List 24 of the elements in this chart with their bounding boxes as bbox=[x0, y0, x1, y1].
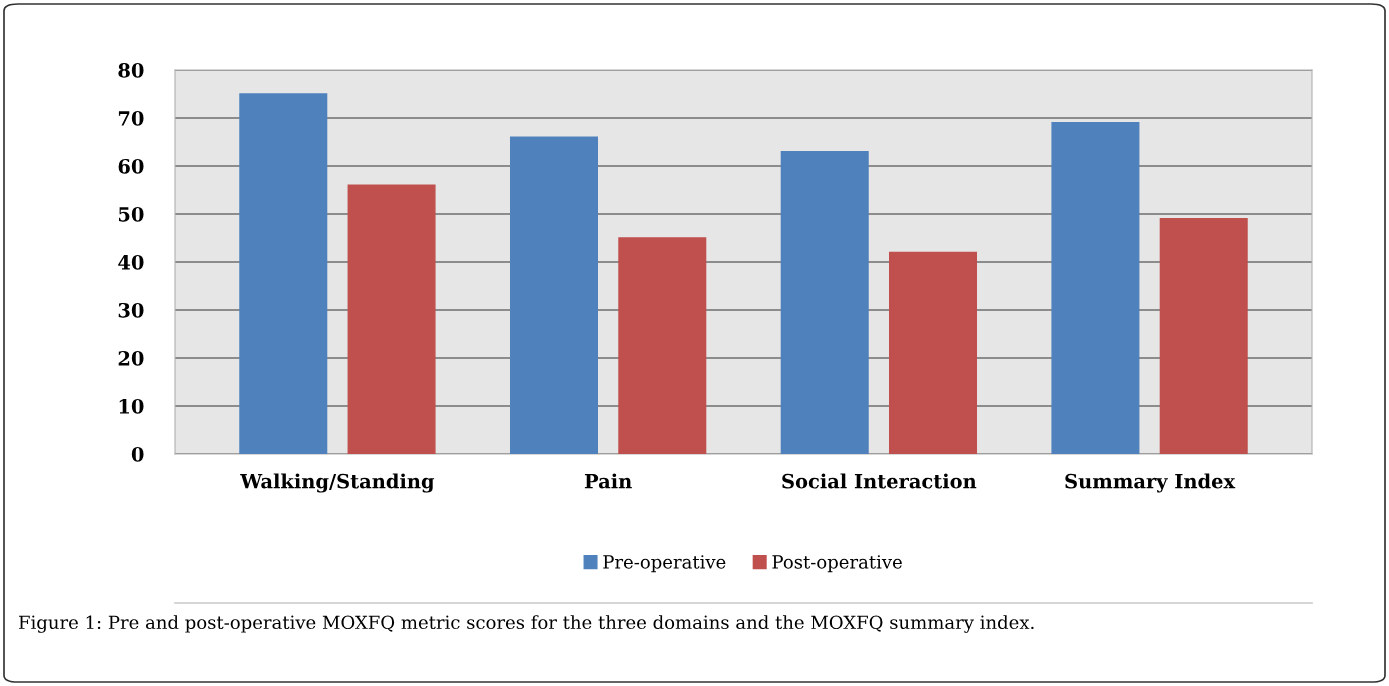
bar bbox=[1051, 122, 1140, 454]
bar bbox=[780, 150, 869, 454]
bar bbox=[347, 184, 436, 454]
y-tick-label: 80 bbox=[118, 62, 144, 78]
x-tick-label: Pain bbox=[584, 473, 632, 489]
bar bbox=[1159, 218, 1248, 454]
y-tick-label: 40 bbox=[118, 254, 144, 270]
x-tick-label: Social Interaction bbox=[782, 473, 977, 489]
caption: Figure 1: Pre and post-operative MOXFQ metric scores for the three domains and the MOXFQ summary index. bbox=[19, 615, 1034, 633]
y-tick-label: 0 bbox=[131, 446, 144, 462]
y-tick-label: 70 bbox=[118, 110, 144, 126]
bar bbox=[239, 93, 328, 454]
y-tick-label: 10 bbox=[119, 398, 144, 414]
bar bbox=[618, 237, 707, 454]
y-tick-label: 20 bbox=[118, 350, 144, 366]
y-tick-label: 50 bbox=[118, 206, 144, 222]
bar bbox=[509, 136, 599, 454]
bar bbox=[888, 251, 978, 454]
x-tick-label: Walking/Standing bbox=[240, 473, 435, 493]
y-tick-label: 60 bbox=[118, 158, 144, 174]
legend-label: Post-operative bbox=[772, 555, 902, 573]
x-tick-label: Summary Index bbox=[1065, 473, 1236, 493]
y-tick-label: 30 bbox=[118, 302, 144, 318]
legend-label: Pre-operative bbox=[603, 555, 726, 573]
